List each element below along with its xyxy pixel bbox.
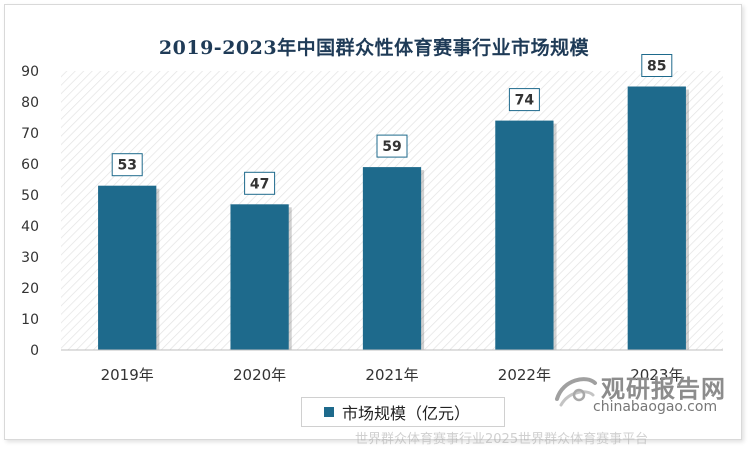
y-tick-label: 90 (21, 64, 39, 80)
chart-title: 2019-2023年中国群众性体育赛事行业市场规模 (158, 37, 590, 59)
y-tick-label: 20 (21, 281, 39, 297)
y-tick-label: 0 (30, 343, 39, 359)
chart-card: 2019-2023年中国群众性体育赛事行业市场规模 0 10 20 30 40 50 60 7… (4, 4, 743, 447)
watermark: 世界群众体育赛事行业2025世界群众体育赛事平台 (355, 432, 649, 447)
bar (98, 185, 157, 350)
data-label: 85 (647, 59, 666, 75)
y-tick-label: 70 (21, 126, 39, 142)
bar (230, 204, 289, 350)
data-label-box (641, 54, 673, 77)
x-tick-label: 2020年 (233, 366, 286, 384)
bar-chart: 0 10 20 30 40 50 60 70 80 90 53 47 59 74 85 2019年 2020… (21, 54, 723, 384)
data-label: 53 (117, 158, 136, 174)
logo-url: chinabaogao.com (593, 399, 718, 415)
bar (362, 167, 422, 350)
x-tick-label: 2019年 (101, 366, 154, 384)
y-tick-label: 50 (21, 188, 39, 204)
bar (495, 120, 554, 350)
data-label-box (111, 153, 143, 177)
bar (627, 86, 686, 350)
legend-label: 市场规模（亿元） (342, 404, 471, 423)
y-tick-label: 60 (21, 157, 39, 173)
data-label-box (508, 88, 540, 112)
logo: 观研报告网 chinabaogao.com (553, 367, 743, 419)
data-label-box (376, 134, 408, 158)
y-tick-label: 30 (21, 250, 39, 266)
y-tick-label: 10 (21, 312, 39, 328)
data-label: 59 (382, 139, 401, 155)
data-label-box (244, 171, 276, 195)
y-tick-label: 80 (21, 95, 39, 111)
swoosh-logo-icon (555, 377, 597, 407)
logo-name: 观研报告网 (601, 375, 726, 403)
y-tick-label: 40 (21, 219, 39, 235)
data-label: 47 (250, 176, 269, 192)
x-tick-label: 2022年 (498, 366, 551, 384)
x-tick-label: 2023年 (630, 366, 683, 384)
data-label: 74 (515, 93, 535, 109)
legend: 市场规模（亿元） (301, 397, 505, 427)
legend-swatch (324, 407, 334, 417)
x-tick-label: 2021年 (365, 366, 418, 384)
